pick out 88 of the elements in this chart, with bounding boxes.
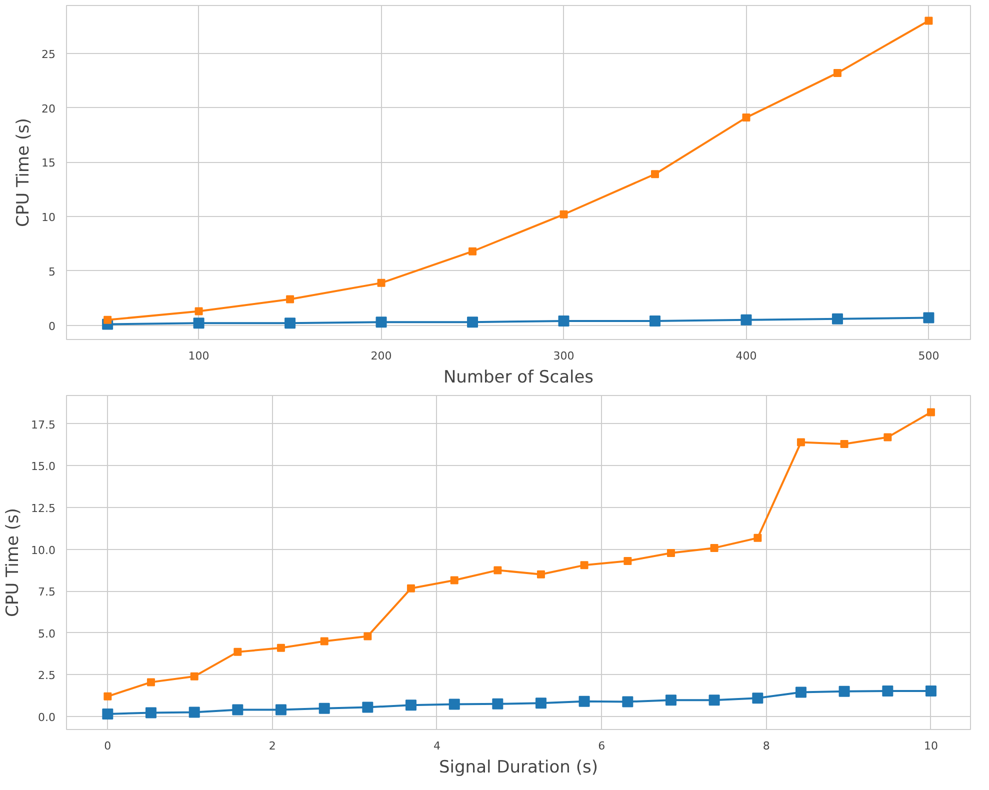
point [650, 170, 659, 178]
x-tick-label: 6 [598, 740, 606, 752]
point [884, 433, 892, 442]
point [467, 316, 478, 328]
point [286, 295, 294, 304]
x-tick-label: 300 [553, 350, 574, 362]
y-tick-label: 5 [48, 265, 56, 278]
point [320, 637, 328, 646]
point [710, 544, 718, 552]
point [558, 316, 570, 327]
point [406, 584, 415, 592]
point [450, 576, 458, 584]
point [364, 632, 372, 640]
point [448, 698, 460, 710]
point [188, 706, 200, 718]
y-tick-label: 20 [42, 102, 56, 116]
point [622, 696, 634, 708]
point [796, 438, 805, 446]
point [708, 694, 720, 706]
point [882, 686, 894, 697]
point [666, 548, 675, 557]
point [102, 708, 114, 720]
point [832, 313, 843, 324]
x-tick-label: 10 [924, 740, 938, 752]
point [194, 307, 203, 316]
point [376, 316, 387, 328]
point [275, 704, 286, 716]
x-tick-label: 2 [268, 740, 276, 752]
y-tick-label: 2.5 [38, 669, 56, 682]
point [362, 702, 374, 713]
y-tick-label: 0 [48, 320, 56, 333]
point [104, 316, 112, 324]
point [377, 278, 386, 287]
point [104, 692, 112, 700]
point [840, 440, 848, 448]
point [284, 318, 296, 329]
y-tick-label: 7.5 [38, 586, 56, 599]
point [925, 686, 936, 697]
y-axis-title: CPU Time (s) [14, 118, 34, 228]
point [924, 16, 933, 25]
y-tick-label: 5.0 [38, 627, 56, 640]
y-tick-label: 10.0 [31, 544, 56, 557]
x-axis-title: Signal Duration (s) [439, 758, 598, 778]
point [754, 534, 762, 542]
y-tick-label: 12.5 [31, 502, 56, 515]
point [494, 566, 502, 574]
y-tick-label: 0.0 [38, 710, 56, 724]
point [145, 707, 156, 718]
point [190, 672, 198, 680]
point [580, 561, 588, 570]
x-tick-label: 400 [736, 350, 757, 362]
x-tick-label: 0 [104, 740, 112, 752]
x-tick-label: 100 [188, 350, 210, 362]
point [665, 694, 676, 706]
x-axis-title: Number of Scales [443, 368, 594, 388]
point [318, 702, 330, 714]
point [492, 698, 504, 710]
point [193, 318, 204, 329]
point [742, 114, 750, 122]
point [624, 556, 632, 565]
point [795, 686, 806, 698]
y-axis-title: CPU Time (s) [3, 508, 24, 618]
x-tick-label: 200 [370, 350, 392, 362]
x-tick-label: 500 [918, 350, 940, 362]
x-tick-label: 8 [762, 740, 770, 752]
point [838, 686, 850, 697]
point [649, 316, 660, 327]
point [468, 247, 477, 256]
point [234, 648, 242, 656]
y-tick-label: 15.0 [31, 460, 56, 474]
point [276, 644, 285, 652]
y-tick-label: 25 [42, 48, 56, 61]
x-tick-label: 4 [433, 740, 440, 752]
y-tick-label: 17.5 [31, 418, 56, 432]
point [146, 678, 155, 686]
point [232, 704, 244, 716]
point [833, 68, 842, 77]
point [926, 408, 935, 416]
point [578, 696, 590, 707]
y-tick-label: 10 [42, 211, 56, 224]
point [560, 210, 568, 218]
point [923, 312, 934, 324]
point [752, 692, 764, 704]
point [536, 570, 545, 578]
point [405, 700, 416, 711]
point [535, 698, 546, 709]
point [740, 314, 752, 326]
y-tick-label: 15 [42, 156, 56, 170]
